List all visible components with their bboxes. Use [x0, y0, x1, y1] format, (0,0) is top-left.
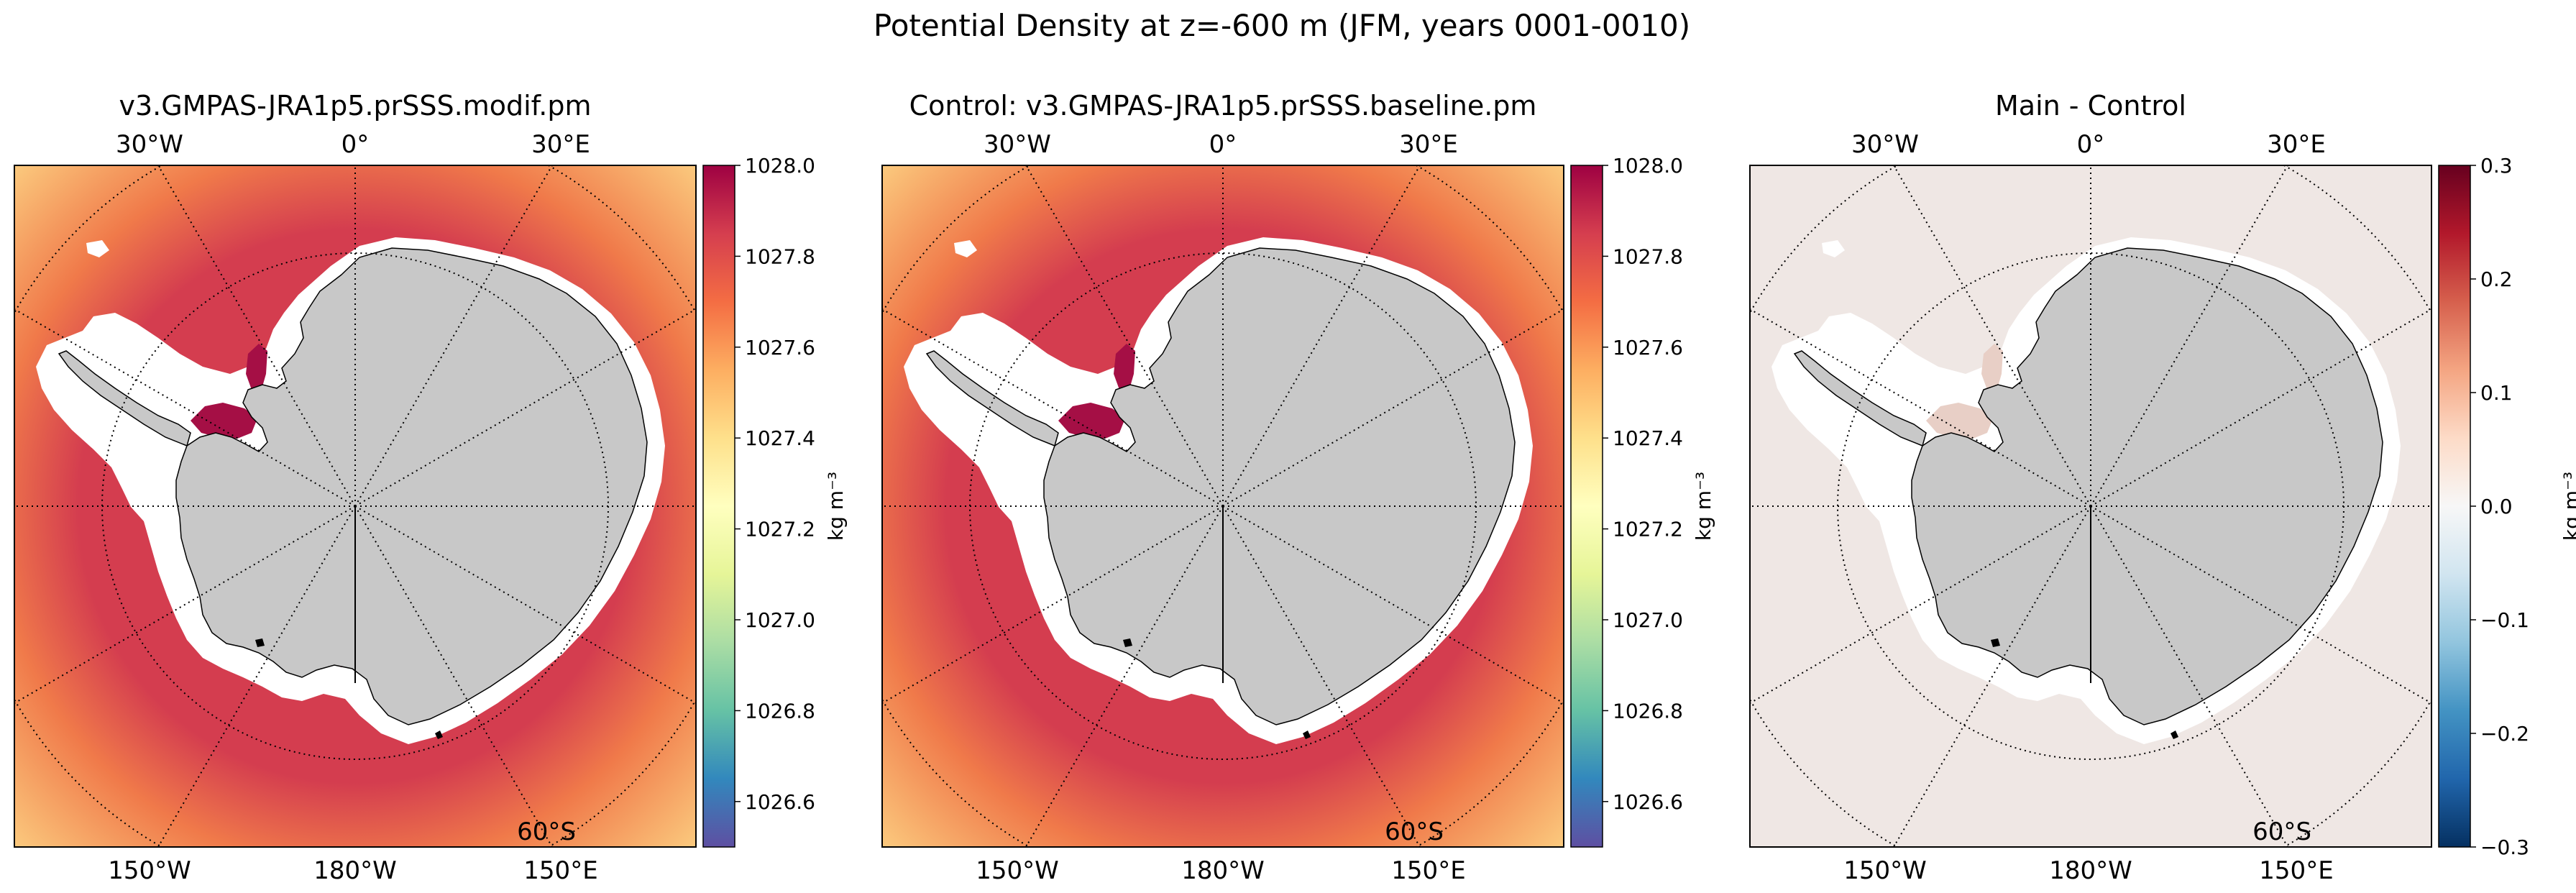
colorbar-tick-label: −0.3 [2480, 835, 2529, 859]
colorbar-tick-label: 1028.0 [745, 154, 815, 178]
colorbar-tick-label: 1026.6 [1613, 790, 1683, 814]
colorbar-tick-label: 1026.6 [745, 790, 815, 814]
lon-label-top: 30°W [1851, 130, 1919, 159]
colorbar-tick-label: 0.3 [2480, 154, 2513, 178]
lon-label-top: 30°W [984, 130, 1051, 159]
lon-label-bottom: 150°W [1843, 856, 1927, 885]
map-frame [14, 165, 697, 848]
lon-label-bottom: 180°W [313, 856, 397, 885]
colorbar [702, 165, 735, 848]
colorbar-tick-label: 1026.8 [1613, 699, 1683, 723]
panel-title: Control: v3.GMPAS-JRA1p5.prSSS.baseline.… [909, 90, 1537, 122]
panel-title: v3.GMPAS-JRA1p5.prSSS.modif.pm [119, 90, 592, 122]
lat-label: 60°S [1385, 818, 1444, 846]
colorbar [1570, 165, 1603, 848]
lon-label-top: 0° [2077, 130, 2105, 159]
colorbar-tick-label: 0.1 [2480, 381, 2513, 405]
colorbar [2438, 165, 2471, 848]
lon-label-top: 0° [342, 130, 370, 159]
lon-label-top: 30°E [1399, 130, 1458, 159]
lon-label-top: 30°E [2267, 130, 2326, 159]
lon-label-bottom: 150°E [1391, 856, 1465, 885]
map-area [882, 165, 1564, 847]
lon-label-bottom: 150°E [2259, 856, 2333, 885]
lon-label-bottom: 150°W [976, 856, 1059, 885]
colorbar-tick-label: 1027.4 [1613, 426, 1683, 450]
lat-label: 60°S [517, 818, 576, 846]
colorbar-tick-label: 1027.6 [745, 336, 815, 360]
colorbar-label: kg m⁻³ [2559, 472, 2576, 541]
panel-difference: Main - Control 30°W 0° 30°E 150°W 180°W 150°E 6… [1749, 90, 2576, 885]
colorbar-tick-label: 1027.0 [745, 608, 815, 632]
map-frame [881, 165, 1564, 848]
lon-label-top: 0° [1209, 130, 1237, 159]
colorbar-tick-label: 0.2 [2480, 267, 2513, 291]
colorbar-tick-label: 1026.8 [745, 699, 815, 723]
lat-label: 60°S [2252, 818, 2311, 846]
colorbar-tick-label: 0.0 [2480, 495, 2513, 518]
colorbar-tick-label: 1027.2 [745, 518, 815, 541]
map-area [1750, 165, 2431, 847]
colorbar-tick-label: 1027.4 [745, 426, 815, 450]
colorbar-label: kg m⁻³ [1692, 472, 1715, 541]
colorbar-tick-label: 1027.2 [1613, 518, 1683, 541]
colorbar-tick-label: −0.1 [2480, 608, 2529, 632]
colorbar-tick-label: 1027.8 [1613, 244, 1683, 268]
lon-label-bottom: 150°W [108, 856, 191, 885]
lon-label-bottom: 150°E [523, 856, 597, 885]
lon-label-top: 30°W [116, 130, 183, 159]
lon-label-bottom: 180°W [2049, 856, 2132, 885]
map-area [14, 165, 696, 847]
colorbar-label: kg m⁻³ [824, 472, 848, 541]
panel-control: Control: v3.GMPAS-JRA1p5.prSSS.baseline.… [881, 90, 1715, 885]
lon-label-bottom: 180°W [1181, 856, 1265, 885]
colorbar-tick-label: 1028.0 [1613, 154, 1683, 178]
figure-title: Potential Density at z=-600 m (JFM, year… [874, 8, 1690, 43]
panel-title: Main - Control [1995, 90, 2186, 122]
panel-main: v3.GMPAS-JRA1p5.prSSS.modif.pm 30°W 0° 30°E… [14, 90, 848, 885]
colorbar-tick-label: 1027.0 [1613, 608, 1683, 632]
lon-label-top: 30°E [531, 130, 590, 159]
colorbar-tick-label: 1027.8 [745, 244, 815, 268]
colorbar-tick-label: −0.2 [2480, 722, 2529, 746]
colorbar-tick-label: 1027.6 [1613, 336, 1683, 360]
map-frame [1749, 165, 2432, 848]
